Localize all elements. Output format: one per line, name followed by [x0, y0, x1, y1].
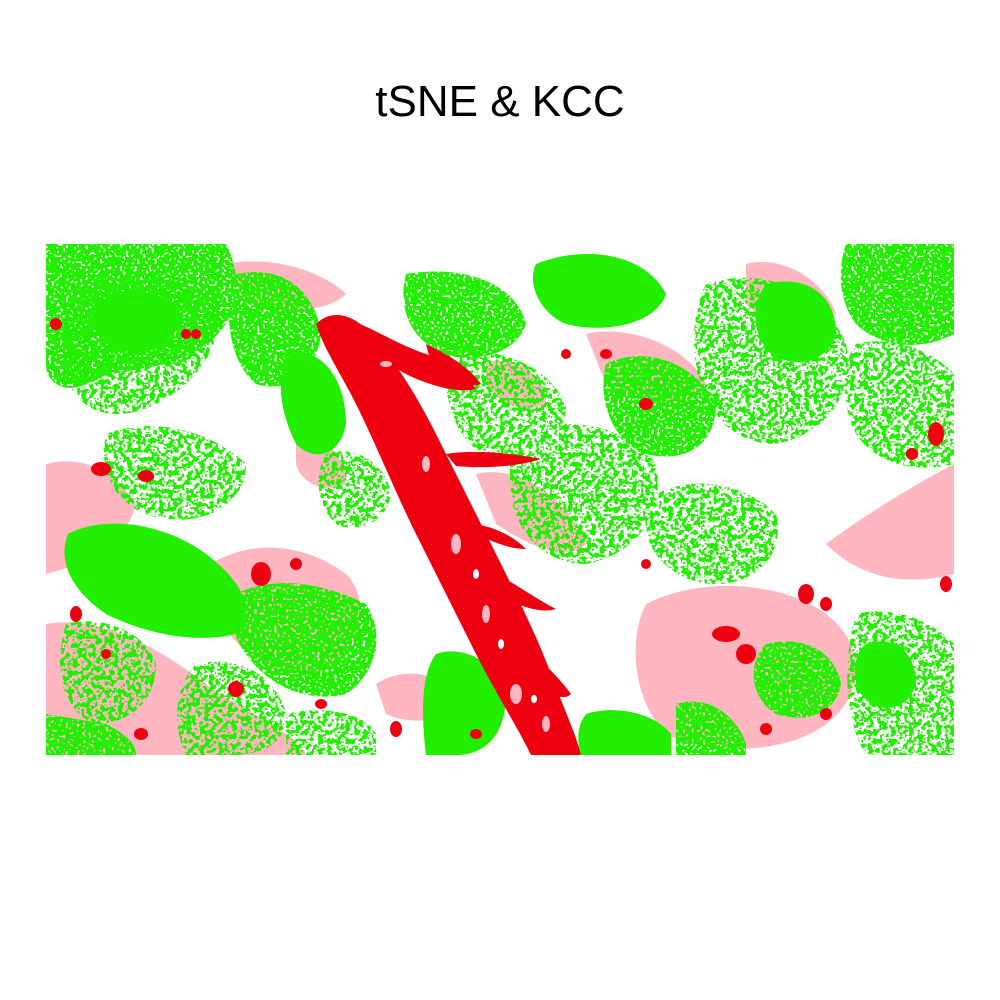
plot-title: tSNE & KCC — [375, 77, 625, 126]
cluster-map-image — [46, 244, 954, 755]
red-band-white-holes — [473, 569, 537, 703]
green-cluster-regions — [46, 244, 954, 755]
red-band-holes — [380, 361, 550, 732]
red-cluster-regions — [50, 314, 952, 755]
cluster-map-svg — [46, 244, 954, 755]
